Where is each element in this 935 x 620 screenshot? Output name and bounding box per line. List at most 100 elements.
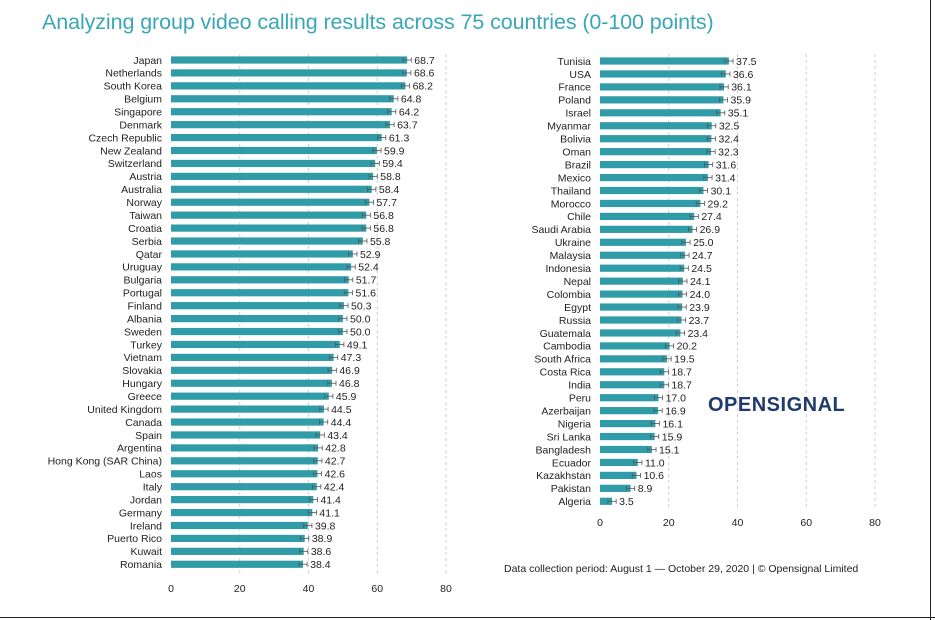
value-label: 29.2 bbox=[708, 198, 729, 210]
category-label: New Zealand bbox=[100, 145, 162, 157]
bar bbox=[171, 560, 303, 568]
value-label: 31.4 bbox=[715, 172, 736, 184]
bar bbox=[600, 471, 637, 479]
value-label: 49.1 bbox=[347, 339, 368, 351]
value-label: 35.9 bbox=[731, 95, 752, 107]
category-label: Serbia bbox=[132, 236, 163, 248]
bar bbox=[600, 497, 613, 505]
value-label: 43.4 bbox=[327, 430, 348, 442]
value-label: 42.8 bbox=[325, 443, 346, 455]
value-label: 36.6 bbox=[733, 69, 754, 81]
category-label: Israel bbox=[565, 108, 591, 120]
value-label: 18.7 bbox=[671, 367, 692, 379]
value-label: 42.7 bbox=[325, 456, 346, 468]
value-label: 32.5 bbox=[719, 121, 740, 133]
opensignal-logo: OPENSIGNAL bbox=[708, 394, 846, 416]
category-label: Denmark bbox=[119, 119, 162, 131]
x-tick-label: 60 bbox=[371, 583, 383, 595]
footer-note: Data collection period: August 1 — Octob… bbox=[504, 563, 859, 575]
value-label: 50.0 bbox=[350, 326, 371, 338]
value-label: 24.7 bbox=[692, 250, 713, 262]
bar bbox=[600, 173, 708, 182]
category-label: Nigeria bbox=[558, 418, 591, 430]
value-label: 41.1 bbox=[319, 507, 340, 519]
category-label: Portugal bbox=[123, 288, 162, 300]
value-label: 27.4 bbox=[701, 211, 722, 223]
category-label: Chile bbox=[567, 211, 591, 223]
bar bbox=[171, 172, 374, 180]
bar bbox=[171, 82, 406, 90]
category-label: Saudi Arabia bbox=[531, 224, 591, 236]
value-label: 68.2 bbox=[413, 81, 434, 93]
category-label: Taiwan bbox=[129, 210, 162, 222]
bar bbox=[600, 432, 655, 441]
value-label: 15.9 bbox=[662, 431, 683, 443]
category-label: Jordan bbox=[130, 494, 162, 506]
value-label: 52.9 bbox=[360, 249, 381, 261]
category-label: Brazil bbox=[565, 159, 591, 171]
value-label: 20.2 bbox=[677, 341, 698, 353]
bar bbox=[171, 508, 313, 517]
x-tick-label: 80 bbox=[440, 583, 452, 595]
category-label: Azerbaijan bbox=[541, 405, 591, 417]
category-label: Czech Republic bbox=[88, 132, 162, 144]
value-label: 39.8 bbox=[315, 520, 336, 532]
category-label: USA bbox=[569, 69, 591, 81]
value-label: 24.1 bbox=[690, 276, 711, 288]
value-label: 17.0 bbox=[666, 393, 687, 405]
category-label: Norway bbox=[126, 197, 162, 209]
bar bbox=[171, 315, 343, 323]
category-label: Pakistan bbox=[551, 483, 591, 495]
category-label: Belgium bbox=[124, 94, 162, 106]
value-label: 44.4 bbox=[331, 417, 352, 429]
bar bbox=[600, 342, 670, 350]
category-label: Thailand bbox=[551, 185, 591, 197]
x-tick-label: 80 bbox=[869, 517, 881, 529]
category-label: Mexico bbox=[558, 172, 591, 184]
category-label: Ecuador bbox=[552, 457, 592, 469]
value-label: 16.9 bbox=[665, 405, 686, 417]
x-tick-label: 60 bbox=[800, 517, 812, 529]
bar bbox=[171, 198, 370, 206]
bar bbox=[171, 224, 367, 232]
bar bbox=[171, 392, 329, 400]
bar bbox=[600, 135, 712, 143]
value-label: 38.6 bbox=[311, 546, 332, 558]
category-label: Indonesia bbox=[545, 263, 591, 275]
category-label: Oman bbox=[562, 146, 591, 158]
value-label: 41.4 bbox=[320, 494, 341, 506]
value-label: 24.5 bbox=[691, 263, 712, 275]
bar bbox=[600, 83, 725, 91]
bar bbox=[600, 381, 665, 389]
x-tick-label: 20 bbox=[663, 517, 675, 529]
bar bbox=[171, 547, 304, 555]
bar bbox=[171, 159, 376, 168]
bar bbox=[600, 368, 665, 376]
bar bbox=[171, 496, 314, 504]
bar bbox=[171, 237, 363, 245]
category-label: Slovakia bbox=[122, 365, 162, 377]
value-label: 24.0 bbox=[690, 289, 711, 301]
bar bbox=[171, 263, 352, 271]
bar bbox=[600, 251, 685, 259]
value-label: 61.3 bbox=[389, 132, 410, 144]
category-label: Romania bbox=[120, 559, 162, 571]
value-label: 50.0 bbox=[350, 313, 371, 325]
bar bbox=[600, 407, 659, 415]
category-label: Netherlands bbox=[105, 68, 162, 80]
bar bbox=[171, 146, 377, 155]
value-label: 51.7 bbox=[356, 275, 377, 287]
category-label: Albania bbox=[127, 313, 162, 325]
bar bbox=[600, 225, 693, 233]
bar bbox=[171, 418, 324, 426]
bar bbox=[600, 458, 638, 467]
category-label: Ukraine bbox=[555, 237, 591, 249]
category-label: France bbox=[558, 82, 591, 94]
bar bbox=[171, 379, 332, 387]
bar bbox=[171, 95, 394, 103]
category-label: Colombia bbox=[547, 289, 592, 301]
bar bbox=[600, 57, 729, 65]
bar bbox=[171, 56, 408, 64]
value-label: 58.8 bbox=[380, 171, 401, 183]
